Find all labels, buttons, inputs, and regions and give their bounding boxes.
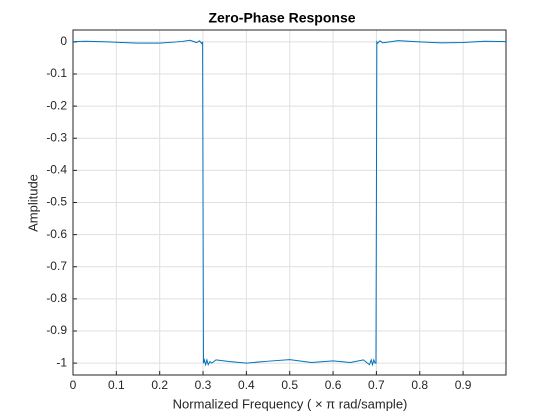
x-tick-label: 0.4 <box>238 378 255 392</box>
y-axis-label: Amplitude <box>25 174 40 232</box>
axes-box <box>72 29 507 376</box>
x-tick-label: 0.1 <box>108 378 125 392</box>
y-tick-label: -0.3 <box>46 130 67 144</box>
y-tick-label: 0 <box>60 34 67 48</box>
y-tick-label: -0.5 <box>46 195 67 209</box>
line-series <box>72 39 507 367</box>
x-tick-label: 0 <box>70 378 77 392</box>
y-tick-label: -0.9 <box>46 323 67 337</box>
x-tick-label: 0.6 <box>325 378 342 392</box>
x-tick-label: 0.8 <box>411 378 428 392</box>
chart-title: Zero-Phase Response <box>208 10 355 26</box>
x-tick-label: 0.9 <box>455 378 472 392</box>
y-tick-label: -0.4 <box>46 163 67 177</box>
y-tick-label: -0.1 <box>46 66 67 80</box>
x-tick-label: 0.3 <box>195 378 212 392</box>
y-tick-label: -0.8 <box>46 291 67 305</box>
x-tick-label: 0.2 <box>151 378 168 392</box>
x-tick-label: 0.7 <box>368 378 385 392</box>
y-tick-label: -0.2 <box>46 98 67 112</box>
y-tick-label: -0.6 <box>46 227 67 241</box>
y-tick-label: -1 <box>56 355 67 369</box>
x-tick-label: 0.5 <box>281 378 298 392</box>
y-tick-label: -0.7 <box>46 259 67 273</box>
x-axis-label: Normalized Frequency ( × π rad/sample) <box>173 396 408 411</box>
